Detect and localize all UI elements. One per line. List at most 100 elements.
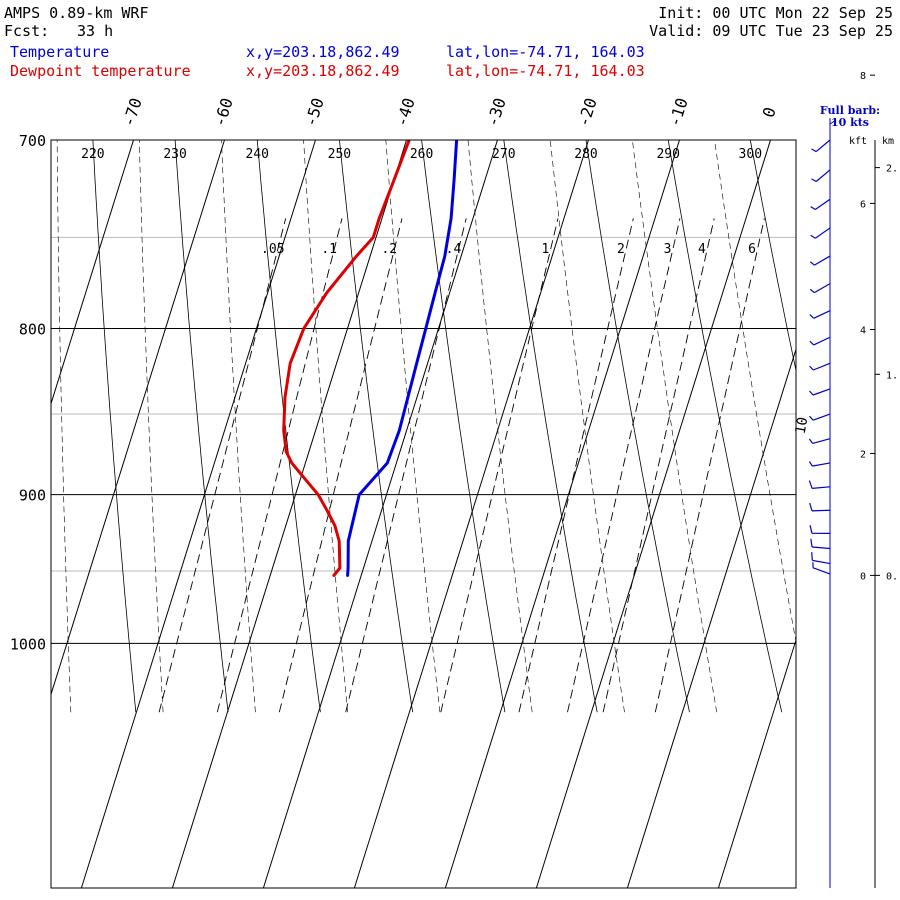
moist-adiabat-290 bbox=[714, 140, 796, 644]
wind-barb-880 bbox=[808, 461, 831, 467]
kft-tick-6: 6 bbox=[860, 199, 866, 210]
isotherm-10 bbox=[626, 347, 796, 888]
fcst-value: 33 h bbox=[77, 22, 113, 40]
adiabat-label-290: 290 bbox=[656, 147, 679, 162]
wind-barb-column: Full barb: 10 kts kft km 0 2 4 6 8 0. 1. 2. 10 bbox=[793, 71, 898, 888]
km-tick-2: 2. bbox=[886, 164, 898, 175]
wind-barb-805 bbox=[809, 336, 831, 346]
dry-adiabat-230 bbox=[174, 140, 229, 713]
dry-adiabat-280 bbox=[585, 140, 690, 713]
mixing-ratio-label-4: 4 bbox=[698, 242, 706, 257]
init-time: Init: 00 UTC Mon 22 Sep 25 bbox=[658, 4, 893, 22]
kft-tick-0: 0 bbox=[860, 571, 866, 582]
isotherm--20 bbox=[353, 140, 589, 888]
isotherm-label--40: -40 bbox=[392, 96, 419, 129]
moist-adiabat-280 bbox=[632, 140, 718, 713]
isotherm-label--60: -60 bbox=[210, 96, 237, 129]
fcst-label: Fcst: bbox=[4, 22, 49, 40]
wind-barb-835 bbox=[809, 388, 831, 396]
pressure-label-1000: 1000 bbox=[10, 635, 46, 653]
adiabat-label-230: 230 bbox=[163, 147, 186, 162]
adiabat-label-240: 240 bbox=[245, 147, 268, 162]
mixing-ratio-label-.1: .1 bbox=[321, 242, 337, 257]
model-title: AMPS 0.89-km WRF bbox=[4, 4, 149, 22]
mixing-ratio-6 bbox=[654, 218, 765, 713]
isotherm-label--70: -70 bbox=[119, 96, 146, 129]
dry-adiabat-220 bbox=[92, 140, 137, 713]
wind-barb-715 bbox=[811, 169, 831, 183]
isotherm-label-0: 0 bbox=[759, 105, 780, 120]
isotherm--70 bbox=[51, 140, 134, 406]
mixing-ratio-label-.4: .4 bbox=[446, 242, 462, 257]
wind-barb-745 bbox=[810, 227, 831, 239]
dry-adiabat-210 bbox=[10, 120, 44, 713]
mixing-ratio-label-6: 6 bbox=[748, 242, 756, 257]
isotherm-20 bbox=[717, 638, 796, 888]
mixing-ratio-0.1 bbox=[216, 218, 343, 713]
header: AMPS 0.89-km WRF Fcst: 33 h Init: 00 UTC… bbox=[4, 4, 893, 80]
dry-adiabat-300 bbox=[749, 140, 796, 373]
adiabat-label-260: 260 bbox=[410, 147, 433, 162]
isotherm-30 bbox=[809, 140, 900, 888]
dry-adiabat-260 bbox=[421, 140, 506, 713]
moist-adiabat-260 bbox=[467, 140, 533, 713]
isotherm-label--30: -30 bbox=[483, 96, 510, 129]
isotherm-0 bbox=[535, 140, 771, 888]
isotherm--60 bbox=[51, 140, 225, 696]
wind-barb-952 bbox=[812, 562, 831, 575]
mixing-ratio-label-.2: .2 bbox=[381, 242, 397, 257]
isotherm--30 bbox=[262, 140, 498, 888]
mixing-ratio-4 bbox=[602, 218, 715, 713]
dry-adiabat-290 bbox=[667, 140, 783, 713]
km-label: km bbox=[882, 136, 894, 147]
mixing-ratio-0.2 bbox=[278, 218, 403, 713]
wind-barb-865 bbox=[808, 438, 831, 444]
wind-barb-935 bbox=[810, 538, 831, 550]
wind-barb-945 bbox=[811, 552, 831, 565]
pressure-label-700: 700 bbox=[19, 132, 46, 150]
mixing-ratio-3 bbox=[567, 218, 681, 713]
moist-adiabat-240 bbox=[303, 140, 348, 713]
moist-adiabat-300 bbox=[794, 120, 900, 713]
pressure-label-900: 900 bbox=[19, 487, 46, 505]
moist-adiabat-230 bbox=[221, 140, 256, 713]
barb-key-line1: Full barb: bbox=[820, 104, 880, 117]
temperature-latlon: lat,lon=-74.71, 164.03 bbox=[446, 43, 645, 61]
moist-adiabat-270 bbox=[549, 140, 625, 713]
kft-tick-2: 2 bbox=[860, 449, 866, 460]
wind-barbs: 10 bbox=[793, 139, 831, 575]
km-tick-1: 1. bbox=[886, 370, 898, 381]
dewpoint-xy: x,y=203.18,862.49 bbox=[246, 62, 400, 80]
km-tick-0: 0. bbox=[886, 571, 898, 582]
valid-time: Valid: 09 UTC Tue 23 Sep 25 bbox=[649, 22, 893, 40]
wind-barb-730 bbox=[810, 198, 831, 211]
wind-barb-910 bbox=[809, 502, 831, 512]
dewpoint-legend: Dewpoint temperature bbox=[10, 62, 191, 80]
isotherm--80 bbox=[0, 140, 43, 888]
wind-barb-760 bbox=[809, 255, 831, 266]
moist-adiabat-220 bbox=[138, 140, 164, 713]
moist-adiabat-310 bbox=[875, 120, 900, 713]
adiabat-label-250: 250 bbox=[328, 147, 351, 162]
moist-adiabat-250 bbox=[385, 140, 441, 713]
wind-barb-790 bbox=[809, 310, 831, 319]
wind-barb-895 bbox=[808, 480, 831, 489]
wind-barb-925 bbox=[809, 525, 831, 534]
dry-adiabat-270 bbox=[503, 140, 598, 713]
plot-frame bbox=[50, 139, 797, 889]
temperature-line bbox=[346, 140, 459, 577]
adiabat-label-300: 300 bbox=[739, 147, 762, 162]
moist-adiabat-210 bbox=[56, 140, 72, 713]
wind-barb-850 bbox=[809, 413, 831, 421]
mixing-ratio-label-.05: .05 bbox=[261, 242, 284, 257]
isotherm--40 bbox=[171, 140, 407, 888]
adiabat-label-220: 220 bbox=[81, 147, 104, 162]
dry-adiabat-240 bbox=[256, 140, 321, 713]
barb-key-line2: 10 kts bbox=[831, 116, 869, 129]
dry-adiabat-lines bbox=[10, 120, 900, 713]
mixing-ratio-label-1: 1 bbox=[541, 242, 549, 257]
kft-label: kft bbox=[849, 136, 867, 147]
mixing-ratio-lines bbox=[158, 218, 765, 713]
kft-tick-8: 8 bbox=[860, 71, 866, 82]
wind-barb-775 bbox=[809, 283, 831, 294]
